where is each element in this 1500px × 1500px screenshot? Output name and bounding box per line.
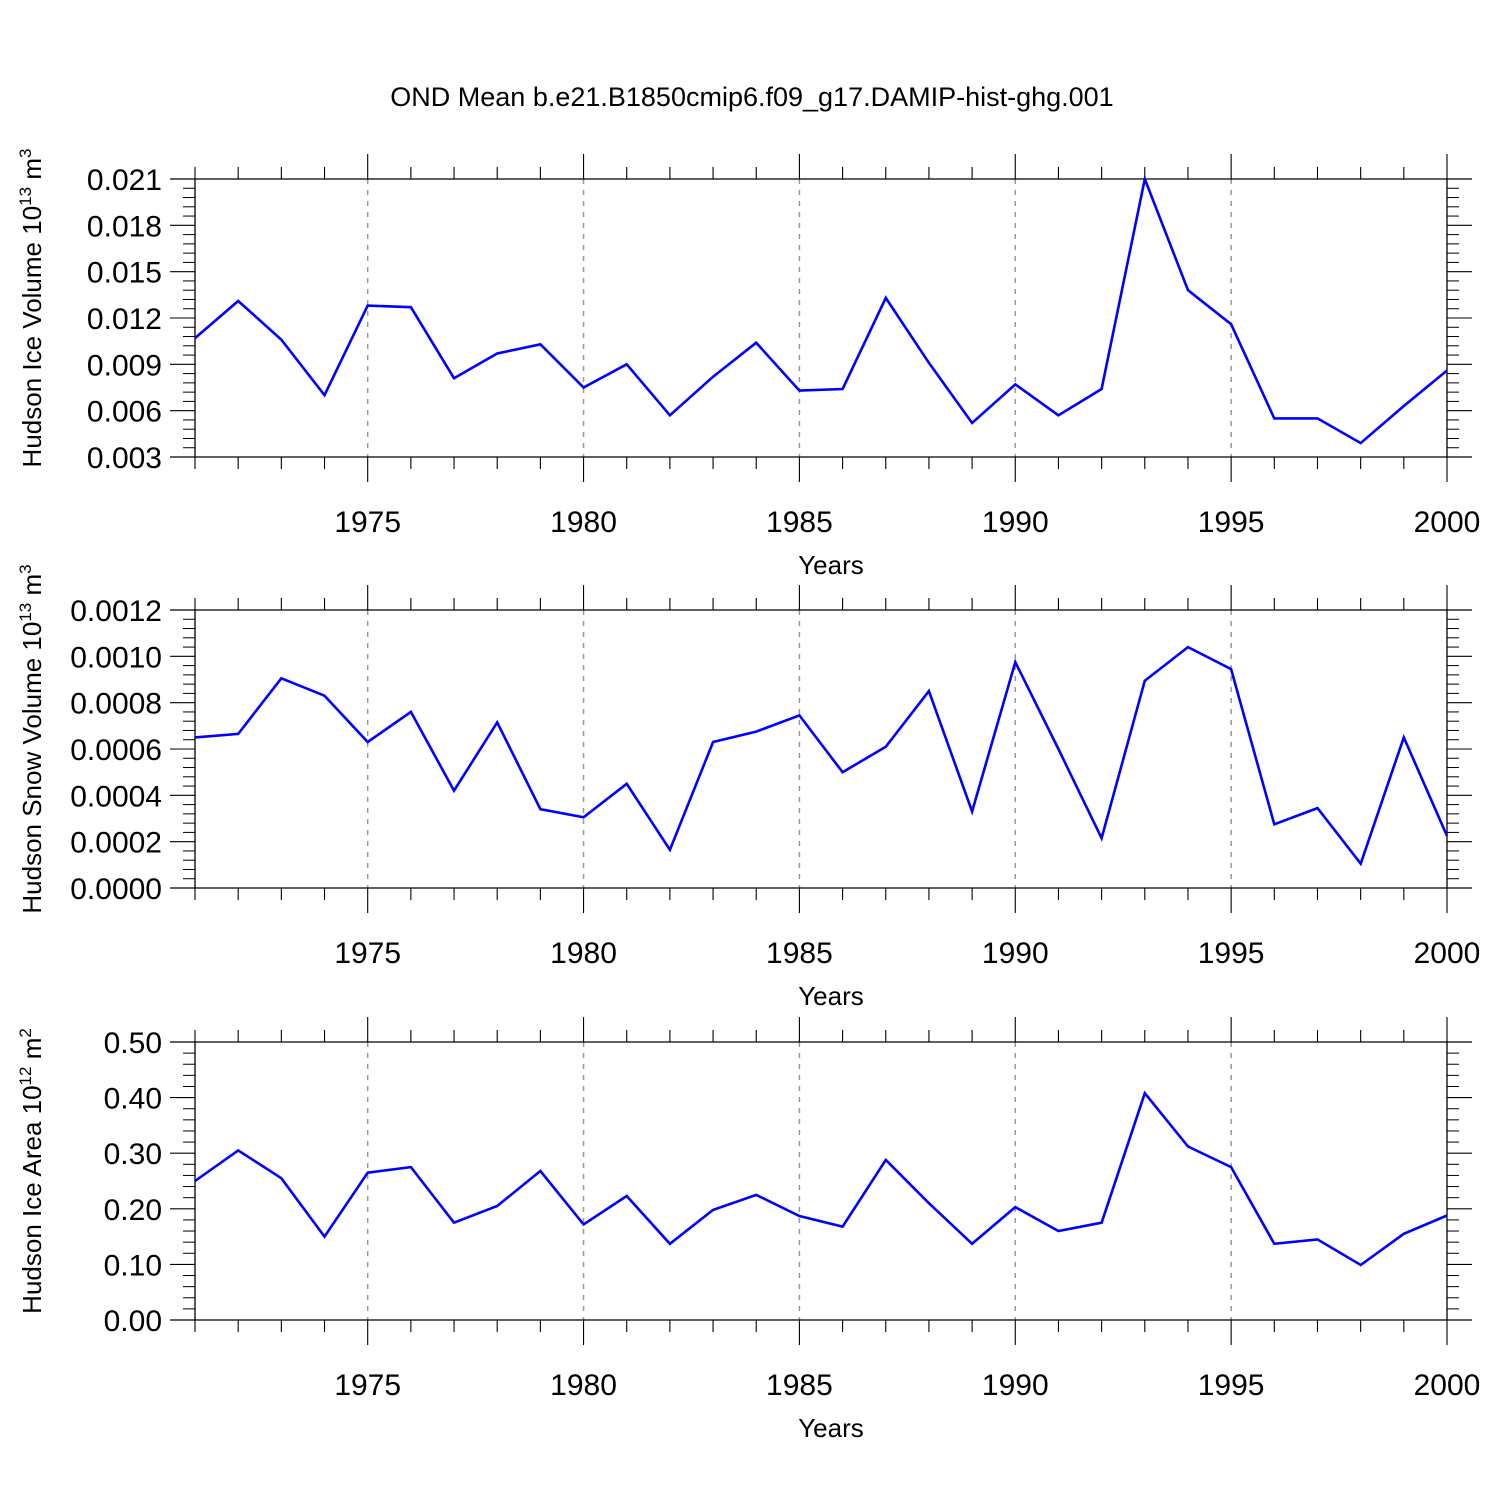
y-axis-label: Hudson Snow Volume 1013 m3 — [16, 564, 47, 913]
panel-3: 0.00 0.10 0.20 0.30 0.40 0.50 1975 1980 1985 1990… — [16, 1017, 1480, 1443]
panels-group: 0.003 0.006 0.009 0.012 0.015 0.018 0.021 1975 1… — [16, 149, 1480, 1443]
x-tick-label: 2000 — [1414, 1369, 1481, 1402]
x-tick-label: 1995 — [1198, 506, 1265, 539]
x-tick-label: 2000 — [1414, 506, 1481, 539]
x-tick-label: 1985 — [766, 937, 833, 970]
panel-2: 0.0000 0.0002 0.0004 0.0006 0.0008 0.0010 0.00… — [16, 564, 1480, 1011]
x-axis-label: Years — [798, 981, 864, 1011]
x-tick-label: 2000 — [1414, 937, 1481, 970]
x-tick-label: 1995 — [1198, 1369, 1265, 1402]
y-tick-label: 0.006 — [87, 396, 162, 429]
x-tick-label: 1980 — [550, 506, 617, 539]
figure-title: OND Mean b.e21.B1850cmip6.f09_g17.DAMIP-… — [390, 82, 1113, 112]
y-tick-label: 0.40 — [104, 1083, 162, 1116]
series-line — [194, 645, 1449, 867]
x-tick-label: 1995 — [1198, 937, 1265, 970]
y-tick-label: 0.10 — [104, 1249, 162, 1282]
y-tick-label: 0.009 — [87, 349, 162, 382]
y-tick-label: 0.30 — [104, 1138, 162, 1171]
y-tick-label: 0.021 — [87, 164, 162, 197]
y-tick-label: 0.0004 — [70, 780, 162, 813]
x-tick-label: 1985 — [766, 506, 833, 539]
y-tick-label: 0.0012 — [70, 595, 162, 628]
x-tick-label: 1980 — [550, 937, 617, 970]
y-tick-label: 0.003 — [87, 442, 162, 475]
panel-1: 0.003 0.006 0.009 0.012 0.015 0.018 0.021 1975 1… — [16, 149, 1480, 580]
y-axis-label: Hudson Ice Area 1012 m2 — [16, 1028, 47, 1314]
y-tick-label: 0.0010 — [70, 641, 162, 674]
y-tick-label: 0.015 — [87, 257, 162, 290]
x-tick-label: 1985 — [766, 1369, 833, 1402]
x-tick-label: 1975 — [334, 506, 401, 539]
y-tick-label: 0.0000 — [70, 873, 162, 906]
x-tick-label: 1990 — [982, 937, 1049, 970]
y-tick-label: 0.0008 — [70, 688, 162, 721]
y-tick-label: 0.0006 — [70, 734, 162, 767]
x-tick-label: 1990 — [982, 506, 1049, 539]
y-tick-label: 0.012 — [87, 303, 162, 336]
y-tick-label: 0.0002 — [70, 827, 162, 860]
y-tick-label: 0.018 — [87, 210, 162, 243]
x-tick-label: 1975 — [334, 937, 401, 970]
x-tick-label: 1975 — [334, 1369, 401, 1402]
x-axis-label: Years — [798, 550, 864, 580]
y-tick-label: 0.00 — [104, 1305, 162, 1338]
series-line — [194, 1090, 1448, 1267]
x-axis-label: Years — [798, 1413, 864, 1443]
y-tick-label: 0.20 — [104, 1194, 162, 1227]
y-tick-label: 0.50 — [104, 1027, 162, 1060]
x-tick-label: 1990 — [982, 1369, 1049, 1402]
y-axis-label: Hudson Ice Volume 1013 m3 — [16, 149, 47, 468]
x-tick-label: 1980 — [550, 1369, 617, 1402]
series-line — [194, 174, 1448, 445]
